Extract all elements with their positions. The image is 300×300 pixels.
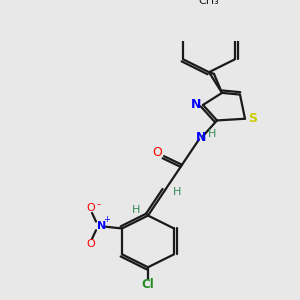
Text: S: S (248, 112, 257, 125)
Text: CH₃: CH₃ (199, 0, 219, 6)
Text: +: + (103, 215, 110, 224)
Text: O: O (152, 146, 162, 159)
Text: N: N (98, 221, 106, 231)
Text: -: - (96, 199, 100, 209)
Text: Cl: Cl (142, 278, 154, 291)
Text: H: H (173, 187, 181, 197)
Text: N: N (196, 131, 206, 144)
Text: N: N (191, 98, 201, 111)
Text: O: O (87, 203, 95, 213)
Text: O: O (87, 239, 95, 249)
Text: H: H (208, 129, 216, 139)
Text: H: H (132, 206, 140, 215)
